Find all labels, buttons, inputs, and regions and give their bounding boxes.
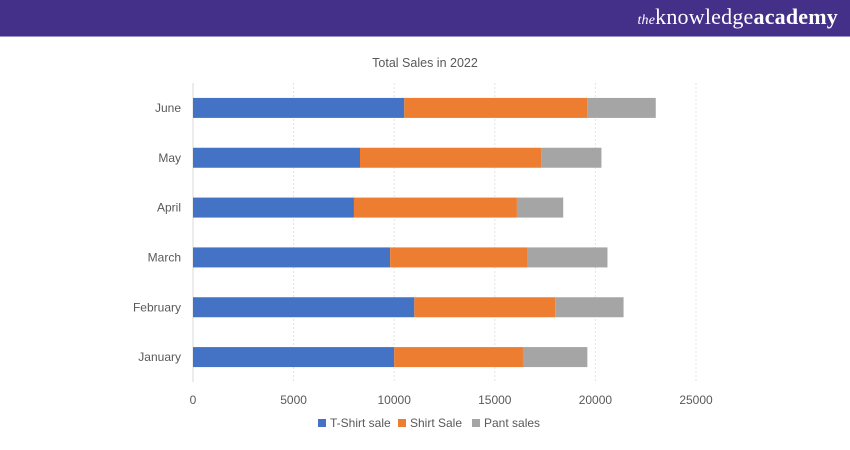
category-labels: January February March April May June bbox=[133, 101, 181, 364]
legend-label: T-Shirt sale bbox=[330, 416, 391, 430]
bar-t-shirt-sale-may bbox=[193, 147, 360, 168]
bar-shirt-sale-may bbox=[359, 147, 542, 168]
legend-swatch bbox=[398, 419, 406, 427]
bar-pant-sales-april bbox=[516, 197, 564, 218]
bar-t-shirt-sale-january bbox=[193, 347, 395, 368]
stacked-bar-chart: Total Sales in 2022 January February March… bbox=[133, 56, 713, 430]
x-tick-label: 15000 bbox=[478, 393, 512, 407]
x-tick-label: 20000 bbox=[579, 393, 613, 407]
bar-t-shirt-sale-april bbox=[193, 197, 354, 218]
logo-the: the bbox=[637, 13, 656, 28]
bar-shirt-sale-february bbox=[414, 297, 556, 318]
category-label: March bbox=[148, 250, 181, 264]
category-label: April bbox=[157, 201, 181, 215]
bar-t-shirt-sale-february bbox=[193, 297, 415, 318]
bar-shirt-sale-june bbox=[404, 97, 588, 118]
category-label: June bbox=[155, 101, 181, 115]
bar-pant-sales-march bbox=[526, 247, 608, 268]
bar-pant-sales-february bbox=[555, 297, 624, 318]
bar-t-shirt-sale-march bbox=[193, 247, 391, 268]
bar-shirt-sale-march bbox=[390, 247, 527, 268]
bars bbox=[193, 97, 656, 368]
x-axis-tick-labels: 0 5000 10000 15000 20000 25000 bbox=[190, 393, 713, 407]
bar-shirt-sale-april bbox=[353, 197, 517, 218]
legend-swatch bbox=[318, 419, 326, 427]
legend: T-Shirt sale Shirt Sale Pant sales bbox=[318, 416, 540, 430]
bar-pant-sales-june bbox=[587, 97, 656, 118]
category-label: May bbox=[158, 151, 181, 165]
bar-pant-sales-may bbox=[541, 147, 602, 168]
legend-label: Shirt Sale bbox=[410, 416, 462, 430]
x-tick-label: 25000 bbox=[679, 393, 713, 407]
bar-pant-sales-january bbox=[522, 347, 588, 368]
category-label: January bbox=[138, 350, 181, 364]
logo-academy: academy bbox=[753, 4, 838, 29]
chart-title: Total Sales in 2022 bbox=[372, 56, 478, 70]
logo-knowledge: knowledge bbox=[655, 4, 754, 29]
x-tick-label: 5000 bbox=[280, 393, 307, 407]
knowledge-academy-logo: theknowledgeacademy bbox=[637, 4, 838, 30]
bar-t-shirt-sale-june bbox=[193, 97, 405, 118]
gridlines bbox=[192, 83, 697, 382]
bar-shirt-sale-january bbox=[394, 347, 523, 368]
x-tick-label: 0 bbox=[190, 393, 197, 407]
category-label: February bbox=[133, 300, 181, 314]
site-header: theknowledgeacademy bbox=[0, 0, 850, 37]
x-tick-label: 10000 bbox=[378, 393, 412, 407]
legend-label: Pant sales bbox=[484, 416, 540, 430]
legend-swatch bbox=[472, 419, 480, 427]
